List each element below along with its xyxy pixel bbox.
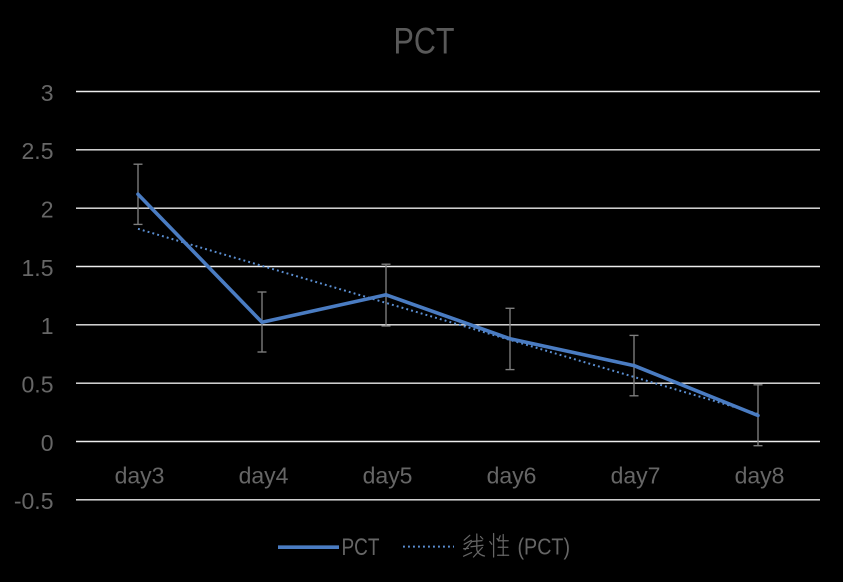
svg-text:day4: day4 <box>239 463 289 489</box>
svg-text:0: 0 <box>41 430 54 456</box>
svg-text:2: 2 <box>41 197 54 223</box>
svg-text:PCT: PCT <box>394 21 455 62</box>
svg-text:day3: day3 <box>115 463 165 489</box>
svg-text:1.5: 1.5 <box>22 255 54 281</box>
svg-text:0.5: 0.5 <box>22 372 54 398</box>
svg-text:(PCT): (PCT) <box>518 533 571 559</box>
svg-text:day5: day5 <box>363 463 413 489</box>
svg-text:1: 1 <box>41 313 54 339</box>
svg-text:2.5: 2.5 <box>22 138 54 164</box>
svg-text:3: 3 <box>41 80 54 106</box>
svg-text:day6: day6 <box>487 463 537 489</box>
svg-text:day8: day8 <box>735 463 785 489</box>
svg-text:-0.5: -0.5 <box>14 488 54 514</box>
svg-text:day7: day7 <box>611 463 661 489</box>
svg-text:PCT: PCT <box>342 534 380 561</box>
